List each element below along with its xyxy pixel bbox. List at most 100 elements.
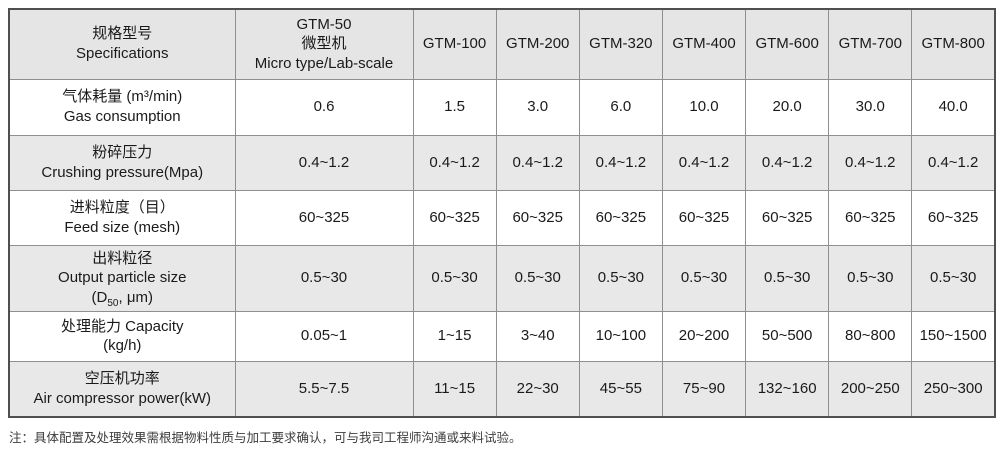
model-name: GTM-50 — [296, 15, 352, 33]
table-cell: 0.5~30 — [578, 244, 663, 312]
header-specifications-en: Specifications — [75, 45, 169, 63]
table-row-crushing-pressure: 粉碎压力 Crushing pressure(Mpa) 0.4~1.2 0.4~… — [8, 134, 996, 191]
model-name: GTM-700 — [838, 35, 902, 53]
table-cell: 11~15 — [412, 360, 497, 418]
model-name: GTM-320 — [589, 35, 653, 53]
table-cell: 250~300 — [911, 360, 996, 418]
header-specifications-cn: 规格型号 — [92, 25, 153, 43]
header-model-gtm-600: GTM-600 — [745, 8, 830, 80]
row-label-cn: 处理能力 Capacity — [60, 317, 184, 335]
table-cell: 6.0 — [578, 78, 663, 136]
header-model-gtm-200: GTM-200 — [495, 8, 580, 80]
table-cell: 60~325 — [911, 189, 996, 246]
table-row-gas-consumption: 气体耗量 (m³/min) Gas consumption 0.6 1.5 3.… — [8, 78, 996, 136]
table-cell: 0.5~30 — [495, 244, 580, 312]
model-name: GTM-600 — [755, 35, 819, 53]
table-cell: 0.5~30 — [911, 244, 996, 312]
table-cell: 60~325 — [412, 189, 497, 246]
table-cell: 0.4~1.2 — [412, 134, 497, 191]
table-cell: 60~325 — [661, 189, 747, 246]
table-cell: 0.5~30 — [661, 244, 747, 312]
table-cell: 20.0 — [745, 78, 830, 136]
table-row-output-particle-size: 出料粒径 Output particle size (D50, μm) 0.5~… — [8, 244, 996, 312]
d50-suffix: , μm) — [118, 289, 153, 307]
table-row-feed-size: 进料粒度（目） Feed size (mesh) 60~325 60~325 6… — [8, 189, 996, 246]
table-cell: 0.4~1.2 — [745, 134, 830, 191]
table-cell: 0.4~1.2 — [234, 134, 414, 191]
table-cell: 1~15 — [412, 310, 497, 362]
table-row-capacity: 处理能力 Capacity (kg/h) 0.05~1 1~15 3~40 10… — [8, 310, 996, 362]
row-label-en: Gas consumption — [63, 108, 181, 125]
d50-prefix: (D — [91, 289, 108, 307]
row-label-unit: (D50, μm) — [12, 288, 233, 310]
page: 规格型号 Specifications GTM-50 微型机 Micro typ… — [8, 8, 996, 446]
header-model-gtm-100: GTM-100 — [412, 8, 497, 80]
table-cell: 75~90 — [661, 360, 747, 418]
row-label-cn: 出料粒径 — [92, 249, 153, 267]
table-cell: 0.05~1 — [234, 310, 414, 362]
table-cell: 60~325 — [828, 189, 913, 246]
table-cell: 80~800 — [828, 310, 913, 362]
table-cell: 20~200 — [661, 310, 747, 362]
row-label-cn: 粉碎压力 — [92, 143, 153, 161]
header-model-gtm-400: GTM-400 — [661, 8, 747, 80]
row-label-en: Output particle size — [58, 269, 187, 287]
row-label-capacity: 处理能力 Capacity (kg/h) — [8, 310, 236, 362]
model-subtitle-en: Micro type/Lab-scale — [254, 55, 394, 73]
table-cell: 10~100 — [578, 310, 663, 362]
table-cell: 0.5~30 — [234, 244, 414, 312]
row-label-en: Crushing pressure(Mpa) — [41, 163, 204, 181]
table-cell: 0.4~1.2 — [828, 134, 913, 191]
row-label-feed-size: 进料粒度（目） Feed size (mesh) — [8, 189, 236, 246]
header-model-gtm-800: GTM-800 — [911, 8, 996, 80]
row-label-crushing-pressure: 粉碎压力 Crushing pressure(Mpa) — [8, 134, 236, 191]
footnote: 注：具体配置及处理效果需根据物料性质与加工要求确认，可与我司工程师沟通或来料试验… — [9, 431, 522, 446]
row-label-cn: 空压机功率 — [84, 370, 160, 388]
table-cell: 60~325 — [745, 189, 830, 246]
row-label-cn: 气体耗量 (m³/min) — [62, 88, 183, 106]
header-specifications: 规格型号 Specifications — [8, 8, 236, 80]
model-name: GTM-800 — [921, 35, 985, 53]
model-name: GTM-400 — [672, 35, 736, 53]
row-label-en: Air compressor power(kW) — [33, 390, 212, 408]
table-cell: 0.5~30 — [745, 244, 830, 312]
table-cell: 40.0 — [911, 78, 996, 136]
table-cell: 200~250 — [828, 360, 913, 418]
table-cell: 45~55 — [578, 360, 663, 418]
table-cell: 132~160 — [745, 360, 830, 418]
specifications-table: 规格型号 Specifications GTM-50 微型机 Micro typ… — [8, 8, 996, 419]
table-cell: 150~1500 — [911, 310, 996, 362]
table-cell: 0.6 — [234, 78, 414, 136]
header-model-gtm-320: GTM-320 — [578, 8, 663, 80]
row-label-en: Feed size (mesh) — [64, 218, 181, 236]
table-cell: 0.4~1.2 — [661, 134, 747, 191]
table-cell: 0.5~30 — [412, 244, 497, 312]
row-label-en: (kg/h) — [103, 337, 142, 355]
table-cell: 10.0 — [661, 78, 747, 136]
table-cell: 50~500 — [745, 310, 830, 362]
table-cell: 22~30 — [495, 360, 580, 418]
d50-subscript: 50 — [107, 298, 119, 310]
model-name: GTM-200 — [506, 35, 570, 53]
table-cell: 5.5~7.5 — [234, 360, 414, 418]
header-model-gtm-50: GTM-50 微型机 Micro type/Lab-scale — [234, 8, 414, 80]
table-cell: 0.4~1.2 — [495, 134, 580, 191]
table-row-air-compressor-power: 空压机功率 Air compressor power(kW) 5.5~7.5 1… — [8, 360, 996, 418]
row-label-cn: 进料粒度（目） — [69, 198, 175, 216]
header-row: 规格型号 Specifications GTM-50 微型机 Micro typ… — [8, 8, 996, 80]
row-label-output-particle-size: 出料粒径 Output particle size (D50, μm) — [8, 244, 236, 312]
table-cell: 0.4~1.2 — [911, 134, 996, 191]
table-cell: 0.5~30 — [828, 244, 913, 312]
table-cell: 60~325 — [495, 189, 580, 246]
table-cell: 0.4~1.2 — [578, 134, 663, 191]
table-cell: 3.0 — [495, 78, 580, 136]
header-model-gtm-700: GTM-700 — [828, 8, 913, 80]
table-cell: 60~325 — [578, 189, 663, 246]
model-name: GTM-100 — [422, 35, 487, 53]
row-label-gas-consumption: 气体耗量 (m³/min) Gas consumption — [8, 78, 236, 136]
table-cell: 3~40 — [495, 310, 580, 362]
model-subtitle-cn: 微型机 — [301, 35, 347, 53]
table-cell: 1.5 — [412, 78, 497, 136]
table-cell: 60~325 — [234, 189, 414, 246]
table-cell: 30.0 — [828, 78, 913, 136]
